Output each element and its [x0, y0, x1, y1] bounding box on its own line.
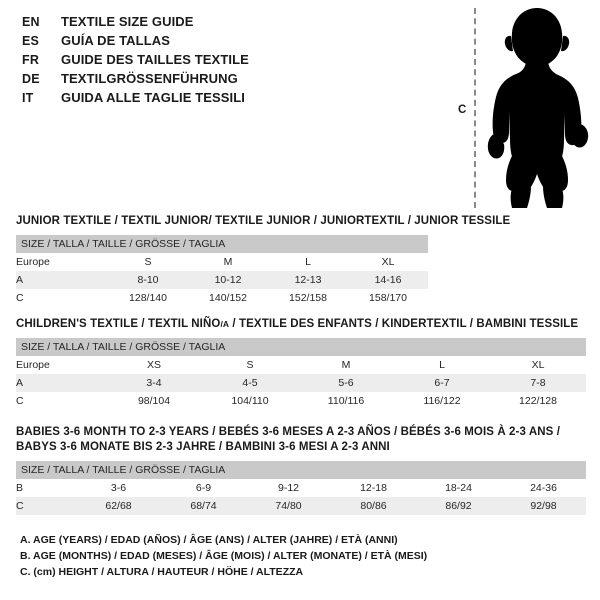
junior-row-europe-v3: XL [348, 253, 429, 271]
height-measurement-label: C [458, 104, 467, 116]
children-row-a-label: A [16, 374, 106, 392]
children-row-europe-v4: XL [490, 356, 586, 374]
children-section-title: CHILDREN'S TEXTILE / TEXTIL NIÑO/A / TEX… [16, 317, 586, 332]
language-code-it: IT [22, 91, 34, 105]
table-row: A 8-10 10-12 12-13 14-16 [16, 271, 429, 289]
language-code-fr: FR [22, 53, 40, 67]
children-row-c-v4: 122/128 [490, 392, 586, 410]
language-title-en: TEXTILE SIZE GUIDE [61, 14, 194, 29]
junior-table-header-row: SIZE / TALLA / TAILLE / GRÖSSE / TAGLIA [16, 235, 429, 253]
children-row-c-v3: 116/122 [394, 392, 490, 410]
babies-row-c-v2: 74/80 [246, 497, 331, 515]
language-row-de: DE TEXTILGRÖSSENFÜHRUNG [22, 71, 442, 90]
section-children-textile: CHILDREN'S TEXTILE / TEXTIL NIÑO/A / TEX… [16, 317, 586, 410]
table-row: C 62/68 68/74 74/80 80/86 86/92 92/98 [16, 497, 587, 515]
children-title-subscript: /A [220, 319, 230, 329]
toddler-silhouette-icon [487, 8, 589, 208]
legend-block: A. AGE (YEARS) / EDAD (AÑOS) / ÂGE (ANS)… [20, 532, 480, 580]
babies-row-c-v3: 80/86 [331, 497, 416, 515]
language-row-it: IT GUIDA ALLE TAGLIE TESSILI [22, 90, 442, 109]
children-row-c-label: C [16, 392, 106, 410]
babies-section-title-line2: BABYS 3-6 MONATE BIS 2-3 JAHRE / BAMBINI… [16, 441, 390, 453]
children-row-a-v3: 6-7 [394, 374, 490, 392]
babies-size-table: SIZE / TALLA / TAILLE / GRÖSSE / TAGLIA … [16, 461, 587, 515]
children-title-pre: CHILDREN'S TEXTILE / TEXTIL NIÑO [16, 318, 221, 330]
language-row-fr: FR GUIDE DES TAILLES TEXTILE [22, 52, 442, 71]
legend-line-a: A. AGE (YEARS) / EDAD (AÑOS) / ÂGE (ANS)… [20, 534, 398, 546]
height-figure-area: C [450, 0, 600, 215]
junior-row-europe-v1: M [188, 253, 268, 271]
junior-row-a-v0: 8-10 [108, 271, 188, 289]
table-row: Europe XS S M L XL [16, 356, 586, 374]
babies-row-b-label: B [16, 479, 76, 497]
babies-row-b-v4: 18-24 [416, 479, 501, 497]
junior-row-a-v2: 12-13 [268, 271, 348, 289]
junior-row-europe-v0: S [108, 253, 188, 271]
junior-row-a-label: A [16, 271, 108, 289]
junior-row-a-v3: 14-16 [348, 271, 429, 289]
babies-section-title-line1: BABIES 3-6 MONTH TO 2-3 YEARS / BEBÉS 3-… [16, 426, 560, 438]
babies-row-b-v5: 24-36 [501, 479, 587, 497]
children-row-a-v4: 7-8 [490, 374, 586, 392]
language-row-en: EN TEXTILE SIZE GUIDE [22, 14, 442, 33]
language-code-en: EN [22, 15, 40, 29]
babies-row-b-v1: 6-9 [161, 479, 246, 497]
table-row: B 3-6 6-9 9-12 12-18 18-24 24-36 [16, 479, 587, 497]
language-title-es: GUÍA DE TALLAS [61, 33, 171, 48]
junior-row-c-v0: 128/140 [108, 289, 188, 307]
language-code-es: ES [22, 34, 40, 48]
junior-row-c-label: C [16, 289, 108, 307]
children-size-table: SIZE / TALLA / TAILLE / GRÖSSE / TAGLIA … [16, 338, 586, 410]
height-measurement-dashed-line [474, 8, 476, 208]
language-header-block: EN TEXTILE SIZE GUIDE ES GUÍA DE TALLAS … [22, 14, 442, 109]
children-row-c-v1: 104/110 [202, 392, 298, 410]
babies-row-c-label: C [16, 497, 76, 515]
babies-row-c-v4: 86/92 [416, 497, 501, 515]
children-table-header-row: SIZE / TALLA / TAILLE / GRÖSSE / TAGLIA [16, 338, 586, 356]
table-row: C 98/104 104/110 110/116 116/122 122/128 [16, 392, 586, 410]
babies-size-header-label: SIZE / TALLA / TAILLE / GRÖSSE / TAGLIA [16, 461, 587, 479]
children-row-europe-v3: L [394, 356, 490, 374]
section-junior-textile: JUNIOR TEXTILE / TEXTIL JUNIOR/ TEXTILE … [16, 214, 511, 307]
babies-row-c-v1: 68/74 [161, 497, 246, 515]
junior-row-europe-label: Europe [16, 253, 108, 271]
children-row-a-v2: 5-6 [298, 374, 394, 392]
table-row: Europe S M L XL [16, 253, 429, 271]
junior-row-a-v1: 10-12 [188, 271, 268, 289]
babies-row-b-v2: 9-12 [246, 479, 331, 497]
children-row-a-v0: 3-4 [106, 374, 202, 392]
children-size-header-label: SIZE / TALLA / TAILLE / GRÖSSE / TAGLIA [16, 338, 586, 356]
children-row-europe-v0: XS [106, 356, 202, 374]
babies-row-b-v0: 3-6 [76, 479, 161, 497]
children-row-europe-v2: M [298, 356, 394, 374]
table-row: C 128/140 140/152 152/158 158/170 [16, 289, 429, 307]
legend-line-b: B. AGE (MONTHS) / EDAD (MESES) / ÂGE (MO… [20, 550, 428, 562]
language-title-fr: GUIDE DES TAILLES TEXTILE [61, 52, 249, 67]
junior-size-header-label: SIZE / TALLA / TAILLE / GRÖSSE / TAGLIA [16, 235, 429, 253]
junior-section-title: JUNIOR TEXTILE / TEXTIL JUNIOR/ TEXTILE … [16, 215, 511, 227]
children-row-europe-label: Europe [16, 356, 106, 374]
babies-row-c-v5: 92/98 [501, 497, 587, 515]
babies-row-c-v0: 62/68 [76, 497, 161, 515]
babies-row-b-v3: 12-18 [331, 479, 416, 497]
junior-size-table: SIZE / TALLA / TAILLE / GRÖSSE / TAGLIA … [16, 235, 429, 307]
children-title-post: / TEXTILE DES ENFANTS / KINDERTEXTIL / B… [229, 318, 579, 330]
junior-row-c-v2: 152/158 [268, 289, 348, 307]
children-row-europe-v1: S [202, 356, 298, 374]
junior-row-c-v1: 140/152 [188, 289, 268, 307]
language-title-de: TEXTILGRÖSSENFÜHRUNG [61, 71, 238, 86]
legend-line-c: C. (cm) HEIGHT / ALTURA / HAUTEUR / HÖHE… [20, 566, 304, 578]
children-row-a-v1: 4-5 [202, 374, 298, 392]
language-code-de: DE [22, 72, 40, 86]
language-row-es: ES GUÍA DE TALLAS [22, 33, 442, 52]
table-row: A 3-4 4-5 5-6 6-7 7-8 [16, 374, 586, 392]
junior-row-c-v3: 158/170 [348, 289, 429, 307]
language-title-it: GUIDA ALLE TAGLIE TESSILI [61, 90, 246, 105]
babies-table-header-row: SIZE / TALLA / TAILLE / GRÖSSE / TAGLIA [16, 461, 587, 479]
section-babies-textile: BABIES 3-6 MONTH TO 2-3 YEARS / BEBÉS 3-… [16, 425, 587, 515]
children-row-c-v2: 110/116 [298, 392, 394, 410]
children-row-c-v0: 98/104 [106, 392, 202, 410]
junior-row-europe-v2: L [268, 253, 348, 271]
